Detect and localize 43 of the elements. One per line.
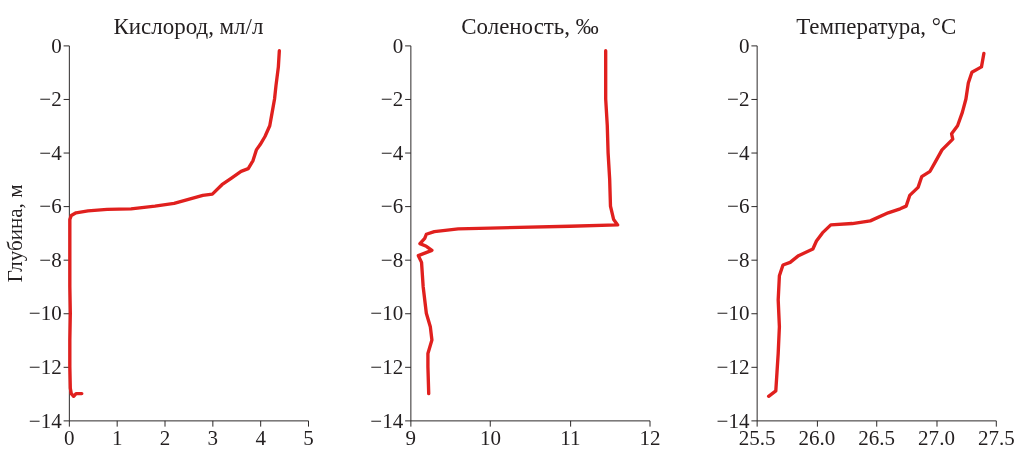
x-tick-label: 12	[639, 425, 661, 450]
x-tick-label: 5	[303, 425, 314, 450]
y-tick-label: −10	[716, 301, 750, 326]
y-tick-label: −2	[39, 87, 62, 112]
y-tick-label: −4	[39, 140, 63, 165]
y-tick-label: −8	[727, 247, 750, 272]
line-series	[68, 49, 282, 398]
line-series	[766, 51, 986, 398]
y-tick-label: −14	[28, 408, 63, 433]
y-tick-label: −12	[28, 355, 62, 380]
y-tick-label: −6	[380, 194, 404, 219]
y-tick-label: −10	[370, 301, 404, 326]
y-tick-label: −6	[727, 194, 750, 219]
y-tick-label: −4	[380, 140, 404, 165]
y-tick-label: 0	[392, 33, 404, 58]
chart-title: Соленость, ‰	[461, 13, 599, 39]
y-tick-label: −8	[39, 247, 62, 272]
line-series	[416, 49, 620, 396]
y-tick-label: 0	[738, 33, 750, 58]
y-tick-label: −12	[370, 355, 404, 380]
x-tick-label: 9	[405, 425, 417, 450]
y-axis-title: Глубина, м	[3, 184, 28, 283]
x-tick-label: 2	[159, 425, 171, 450]
y-tick-label: −4	[727, 140, 750, 165]
y-tick-label: −10	[28, 301, 62, 326]
x-tick-label: 10	[480, 425, 502, 450]
y-tick-label: −12	[716, 355, 750, 380]
y-tick-label: −14	[370, 408, 404, 433]
x-tick-label: 27.5	[977, 425, 1015, 450]
y-tick-label: −2	[380, 87, 404, 112]
x-tick-label: 3	[207, 425, 219, 450]
x-tick-label: 26.5	[858, 425, 896, 450]
x-tick-label: 27.0	[918, 425, 955, 450]
chart-title: Кислород, мл/л	[113, 13, 264, 39]
x-tick-label: 1	[111, 425, 123, 450]
y-tick-label: 0	[51, 33, 62, 58]
y-tick-label: −8	[380, 247, 404, 272]
x-tick-label: 11	[560, 425, 581, 450]
y-tick-label: −2	[727, 87, 750, 112]
x-tick-label: 26.0	[798, 425, 836, 450]
chart-title: Температура, °C	[796, 13, 957, 39]
y-tick-label: −6	[39, 194, 62, 219]
x-tick-label: 4	[255, 425, 267, 450]
